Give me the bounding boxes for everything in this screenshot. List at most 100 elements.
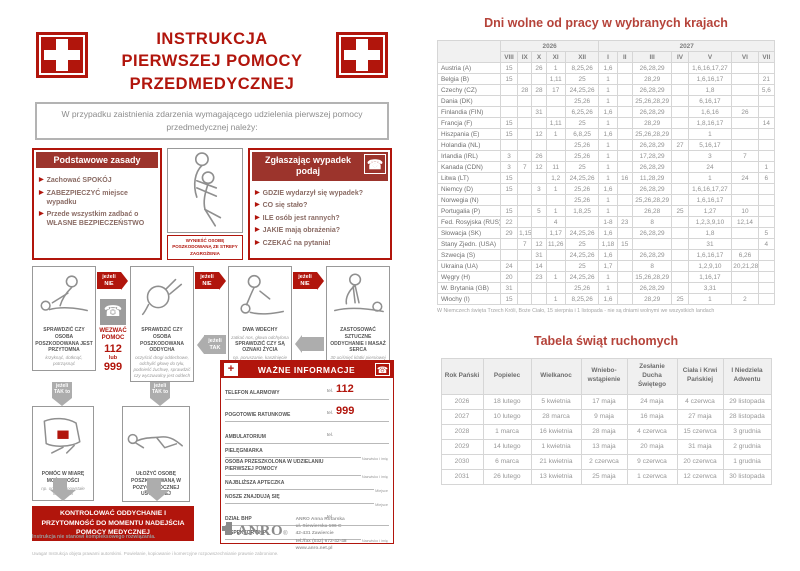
basic-rules-title: Podstawowe zasady — [36, 152, 158, 168]
country-cell: Austria (A) — [437, 62, 501, 74]
basic-rules-list: ▶ Zachować SPOKÓJ ▶ ZABEZPIECZYĆ miejsce wy… — [34, 170, 160, 229]
arrow-bullet-icon: ▶ — [39, 210, 44, 217]
holiday-cell: 1,8,25 — [564, 205, 600, 217]
month-header: IV — [671, 51, 689, 63]
holiday-cell: 24,25,26 — [564, 84, 600, 96]
holiday-cell — [616, 194, 633, 206]
holiday-cell — [671, 238, 689, 250]
holiday-cell: 26,28,29 — [631, 106, 673, 118]
step-title: SPRAWDZIĆ CZY OSOBA POSZKODOWANA JEST PR… — [35, 327, 93, 354]
holiday-cell — [616, 205, 633, 217]
table-row: Austria (A) 15 26 1 8,25,26 1,6 26,28,29 1,6,16… — [437, 62, 776, 74]
table-row: Szwecja (S) 31 24,25,26 1,6 26,28,29 1,6,16,1… — [437, 249, 776, 261]
feast-cell: 1 marca — [482, 423, 532, 440]
country-cell: Czechy (CZ) — [437, 84, 501, 96]
holiday-cell — [616, 150, 633, 162]
holiday-cell: 21 — [757, 73, 776, 85]
info-value-area: Nazwisko i imię — [327, 473, 389, 479]
holiday-cell — [671, 194, 689, 206]
info-row: OSOBA PRZESZKOLONA W UDZIELANIU PIERWSZE… — [225, 458, 389, 479]
copyright-line: Uwaga! Instrukcja objęta prawami autorsk… — [32, 551, 279, 556]
emergency-number: 999 — [336, 405, 355, 417]
holiday-cell — [731, 84, 759, 96]
holiday-cell: 1 — [598, 73, 618, 85]
holiday-cell: 5,6 — [757, 84, 776, 96]
step-sub: krzyknąć, dotknąć, potrząsnąć — [45, 355, 83, 366]
holiday-cell — [499, 194, 519, 206]
step-title: SPRAWDZIĆ CZY OSOBA POSZKODOWANA ODDYCHA — [140, 327, 184, 354]
report-item-label: CO się stało? — [262, 202, 308, 210]
holiday-cell — [616, 128, 633, 140]
holiday-cell — [757, 128, 776, 140]
info-row: TELEFON ALARMOWY tel. 112 — [225, 378, 389, 400]
country-cell: Ukraina (UA) — [437, 260, 501, 272]
title-line: PRZEDMEDYCZNEJ — [129, 74, 295, 93]
feasts-header-row: Rok Pański Popielec Wielkanoc Wniebo- wstąp… — [440, 358, 772, 395]
holiday-cell: 10 — [731, 205, 759, 217]
feast-cell: 2028 — [440, 423, 484, 440]
report-title: Zgłaszając wypadek podaj — [264, 155, 352, 177]
country-cell: Dania (DK) — [437, 95, 501, 107]
table-row: Dania (DK) 25,26 1 25,26,28,29 6,16,17 — [437, 95, 776, 107]
holiday-cell — [616, 139, 633, 151]
country-cell: Norwegia (N) — [437, 194, 501, 206]
holiday-cell — [545, 139, 566, 151]
holiday-cell: 28 — [517, 84, 533, 96]
holiday-cell: 1,6,16,17 — [687, 73, 733, 85]
holiday-cell: 25,26,28,29 — [631, 194, 673, 206]
holiday-cell — [517, 172, 533, 184]
country-cell: Fed. Rosyjska (RUS) — [437, 216, 501, 228]
holiday-cell — [671, 73, 689, 85]
info-label: TELEFON ALARMOWY — [225, 390, 280, 397]
holiday-cell: 25 — [564, 73, 600, 85]
holiday-cell: 23 — [616, 216, 633, 228]
feast-cell: 9 maja — [580, 408, 628, 425]
month-header: VIII — [499, 51, 519, 63]
holiday-cell: 24,25,26 — [564, 249, 600, 261]
phone-icon: ☎ — [100, 299, 126, 326]
holiday-cell: 15 — [499, 62, 519, 74]
report-item-label: ILE osób jest rannych? — [262, 214, 340, 222]
country-cell: Szwecja (S) — [437, 249, 501, 261]
country-cell: Słowacja (SK) — [437, 227, 501, 239]
holiday-cell: 25 — [564, 161, 600, 173]
field-note: Nazwisko i imię — [360, 474, 389, 479]
holiday-cell: 25 — [564, 117, 600, 129]
feast-cell: 16 maja — [626, 408, 678, 425]
holiday-cell — [517, 282, 533, 294]
feast-cell: 13 kwietnia — [530, 468, 582, 485]
holiday-cell — [616, 106, 633, 118]
info-label: INSPEKTOR BHP — [225, 529, 267, 536]
feast-cell: 27 maja — [676, 408, 724, 425]
holiday-cell: 6,25,26 — [564, 106, 600, 118]
report-item: ▶ JAKIE mają obrażenia? — [250, 224, 390, 237]
info-label: NOSZE ZNAJDUJĄ SIĘ — [225, 493, 280, 500]
year-header-row: 2026 2027 — [437, 40, 775, 63]
table-row: Norwegia (N) 25,26 1 25,26,28,29 1,6,16,17 — [437, 194, 776, 206]
holiday-cell: 1,6,16,17 — [687, 249, 733, 261]
feast-cell: 1 kwietnia — [530, 438, 582, 455]
holiday-cell — [671, 128, 689, 140]
report-item-label: JAKIE mają obrażenia? — [262, 227, 341, 235]
or-label: lub — [108, 354, 118, 361]
holiday-cell: 1 — [598, 139, 618, 151]
info-row: NAJBLIŻSZA APTECZKA Miejsce — [225, 476, 389, 493]
anro-name: ANRO — [237, 523, 284, 539]
field-note: Miejsce — [374, 488, 389, 493]
holiday-cell — [671, 227, 689, 239]
info-value-area: Miejsce — [327, 487, 389, 493]
holiday-cell — [731, 161, 759, 173]
country-cell: Belgia (B) — [437, 73, 501, 85]
holiday-cell: 26,28,29 — [631, 161, 673, 173]
holiday-cell — [531, 172, 547, 184]
country-cell: Stany Zjedn. (USA) — [437, 238, 501, 250]
table-row: 2031 26 lutego 13 kwietnia 25 maja 1 czerwca… — [440, 468, 772, 485]
holiday-cell — [616, 249, 633, 261]
month-header: VI — [731, 51, 759, 63]
holiday-cell: 12 — [531, 128, 547, 140]
month-header: IX — [517, 51, 533, 63]
table-row: W. Brytania (GB) 31 25,26 1 26,28,29 3,31 — [437, 282, 776, 294]
report-accident-box: Zgłaszając wypadek podaj ☎ ▶ GDZIE wydarz… — [248, 148, 392, 260]
if-yes-then-label: jeżeli TAK to — [150, 382, 170, 398]
